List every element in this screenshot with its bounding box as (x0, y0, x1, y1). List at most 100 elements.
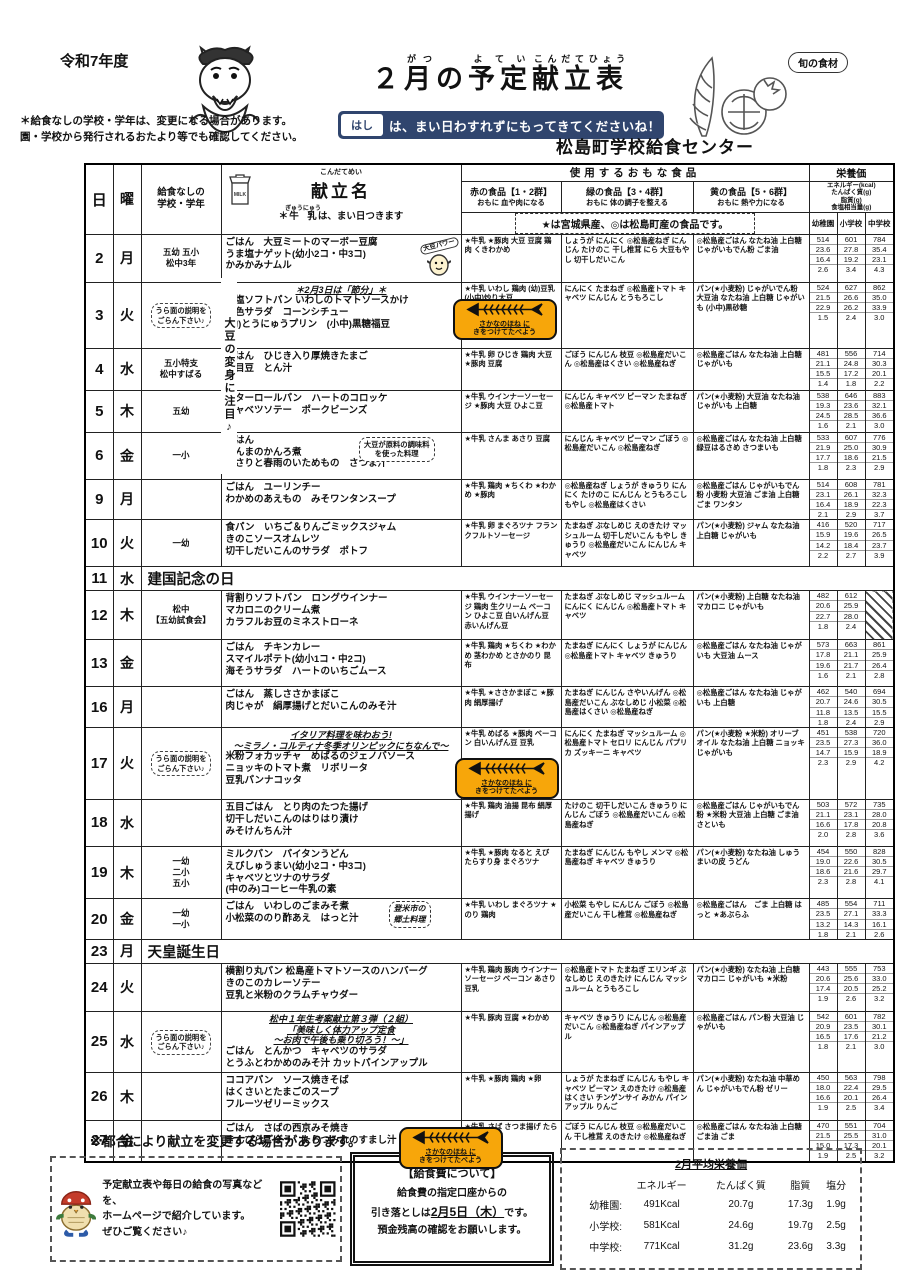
nutrition-value: 25.9 (865, 650, 894, 661)
fee-line1: 給食費の指定口座からの (397, 1188, 507, 1199)
nutrition-value: 1.9 (817, 994, 829, 1004)
nutrition-value: 18.4 (837, 541, 865, 551)
nutrition-cell: 607 25.0 18.6 2.3 (836, 431, 866, 480)
nutrition-value: 36.0 (865, 738, 894, 749)
day-cell: 2 (84, 233, 114, 283)
header-nutrition: 栄養価 (808, 163, 895, 182)
menu-cell: ごはん ひじき入り厚焼きたまご 五目豆 とん汁 (220, 347, 462, 391)
avg-row-label: 幼稚園: (589, 1201, 622, 1212)
nutrition-value: 20.8 (865, 820, 894, 831)
avg-col-header: 脂質 (790, 1181, 811, 1192)
nutrition-value: 550 (837, 847, 865, 857)
yellow-foods-cell: ◎松島産ごはん なたね油 じゃがいも 上白糖 (692, 686, 810, 728)
green-foods-cell: ◎松島産ねぎ しょうが きゅうり にんにく たけのこ にんじん とうもろこし も… (560, 478, 694, 521)
menu-line: バターロールパン ハートのコロッケ (225, 392, 388, 404)
nutrition-cell: 663 21.1 21.7 2.1 (836, 639, 866, 688)
yellow-foods-cell: ◎松島産ごはん じゃがいもでん粉 ★米粉 大豆油 上白糖 ごま油 さといも (692, 798, 810, 847)
weekday-cell: 水 (112, 798, 142, 847)
fish-skeleton-icon (411, 1130, 489, 1145)
nutrition-value: 21.7 (837, 661, 865, 671)
nutrition-value: 21.1 (809, 810, 837, 821)
menu-line: ごはん (225, 434, 255, 446)
see-back-bubble: うら面の説明を ごらん下さい♪ (151, 751, 211, 777)
avg-value: 20.7g (728, 1199, 754, 1210)
green-foods-cell: しょうが にんにく ◎松島産ねぎ にんじん たけのこ 干し椎茸 にら 大豆もやし… (560, 233, 694, 283)
nutrition-value: 646 (837, 391, 865, 401)
nutrition-value: 22.9 (809, 303, 837, 314)
nutrition-value: 608 (837, 480, 865, 490)
nutrition-value: 22.3 (865, 500, 894, 511)
header-main-foods: 使用するおもな食品 (460, 163, 810, 182)
nutrition-value: 572 (837, 800, 865, 810)
red-foods-cell: ★牛乳 ウインナーソーセージ ★豚肉 大豆 ひよこ豆 (460, 389, 562, 433)
menu-line: ココアパン ソース焼きそば (225, 1075, 349, 1087)
nutrition-cell: 627 26.6 26.2 2.4 (836, 281, 866, 349)
avg-value: 771Kcal (643, 1241, 680, 1252)
weekday-cell: 月 (112, 686, 142, 728)
weekday-cell: 木 (112, 389, 142, 433)
nutrition-value: 16.6 (809, 820, 837, 831)
menu-line: 海そうサラダ ハートのいちごムース (225, 666, 387, 677)
menu-cell: ごはん ユーリンチー わかめのあえもの みそワンタンスープ (220, 478, 462, 521)
nutrition-value: 450 (809, 1073, 837, 1084)
menu-row: 11 水建国記念の日 (84, 566, 895, 592)
lunch-center-name: 松島町学校給食センター (556, 138, 754, 157)
menu-cell: ごはん さんまのかんろ煮 あさりと春雨のいためもの さつま汁 大豆が原料の調味料 を使… (220, 431, 462, 480)
nutrition-cell: 482 20.6 22.7 1.8 (808, 590, 838, 641)
nutrition-value: 19.6 (837, 530, 865, 541)
nutrition-cell: 717 26.5 23.7 3.9 (864, 519, 895, 568)
menu-special-line: ＊2月3日は「節分」＊ (295, 284, 387, 295)
menu-line: うま塩ナゲット(幼小2コ・中3コ) (225, 248, 366, 260)
nutrition-value: 784 (865, 235, 894, 245)
avg-value: 581Kcal (643, 1220, 680, 1231)
menu-row: 10 火一幼 食パン いちご＆りんごミックスジャム きのこソースオムレツ 切干しだいこん… (84, 519, 895, 568)
green-foods-cell: キャベツ きゅうり にんじん ◎松島産だいこん ◎松島産ねぎ パインアップル (560, 1010, 694, 1074)
nutrition-value: 23.1 (809, 490, 837, 500)
nutrition-value: 2.5 (845, 1103, 857, 1113)
nutrition-value: 1.6 (817, 670, 829, 680)
day-cell: 6 (84, 431, 114, 480)
nutrition-value: 612 (837, 591, 865, 602)
green-foods-cell: たまねぎ にんじん もやし メンマ ◎松島産ねぎ キャベツ きゅうり (560, 845, 694, 900)
nutrition-value: 32.1 (865, 401, 894, 411)
school-cell (140, 798, 222, 847)
menu-cell: 食パン いちご＆りんごミックスジャム きのこソースオムレツ 切干しだいこんのサラダ … (220, 519, 462, 568)
homepage-text: 予定献立表や毎日の給食の写真などを、 ホームページで紹介しています。 ぜひご覧く… (102, 1180, 263, 1238)
yellow-foods-cell: パン(★小麦粉) じゃがいでん粉 大豆油 なたね油 上白糖 じゃがいも (小中)… (692, 281, 810, 349)
nutrition-value: 20.1 (837, 1093, 865, 1104)
nutrition-value: 451 (809, 728, 837, 738)
nutrition-value: 30.1 (865, 1022, 894, 1033)
nutrition-value: 2.1 (845, 421, 857, 431)
red-foods-cell: ★牛乳 ★豚肉 鶏肉 ★卵 (460, 1072, 562, 1122)
yellow-foods-cell: ◎松島産ごはん なたね油 上白糖 じゃがいもでん粉 ごま油 (692, 233, 810, 283)
header-origin-note: ★は宮城県産、◎は松島町産の食品です。 (460, 211, 810, 235)
nutrition-value: 30.5 (865, 857, 894, 868)
nutrition-value: 17.8 (809, 650, 837, 661)
nutrition-value: 1.8 (817, 717, 829, 727)
chopsticks-banner: はし は、まい日わすれずにもってきてくださいね！ (338, 111, 664, 139)
header-red-foods: 赤の食品【1・2群】 おもに 血や肉になる (460, 180, 562, 213)
nutrition-value: 2.6 (845, 994, 857, 1004)
nutrition-value: 503 (809, 800, 837, 810)
avg-value: 24.6g (728, 1220, 754, 1231)
nutrition-value: 4.2 (874, 758, 885, 768)
menu-cell: ごはん 蒸しささかまぼこ 肉じゃが 絹厚揚げとだいこんのみそ汁 (220, 686, 462, 728)
nutrition-value: 704 (865, 1121, 894, 1132)
avg-row: 小学校: 581Kcal 24.6g 19.7g 2.5g (570, 1215, 852, 1236)
menu-row: 2 月五幼 五小 松中3年 ごはん 大豆ミートのマーボー豆腐 うま塩ナゲット(幼小2コ… (84, 233, 895, 283)
nutrition-value: 443 (809, 964, 837, 975)
nutrition-cell: 711 33.3 16.1 2.6 (864, 898, 895, 940)
nutrition-value: 1.8 (817, 1042, 829, 1052)
nutrition-cell: 784 35.4 23.1 4.3 (864, 233, 895, 283)
nutrition-cell: 454 19.0 18.6 2.3 (808, 845, 838, 900)
nutrition-value: 627 (837, 283, 865, 293)
nutrition-value: 24.8 (837, 359, 865, 369)
menu-row: 16 月ごはん 蒸しささかまぼこ 肉じゃが 絹厚揚げとだいこんのみそ汁 ★牛乳 ★ささ… (84, 686, 895, 728)
menu-cell: ＊2月3日は「節分」＊ 減塩ソフトパン いわしのトマトソースかけ 春色サラダ コーン… (220, 281, 557, 349)
header-green-foods: 緑の食品【3・4群】 おもに 体の調子を整える (560, 180, 694, 213)
school-cell: 一幼 二小 五小 (140, 845, 222, 900)
nutrition-value: 21.5 (809, 1131, 837, 1142)
day-cell: 12 (84, 590, 114, 641)
weekday-cell: 水 (112, 566, 142, 592)
menu-line: あさりと春雨のいためもの さつま汁 (225, 458, 388, 470)
